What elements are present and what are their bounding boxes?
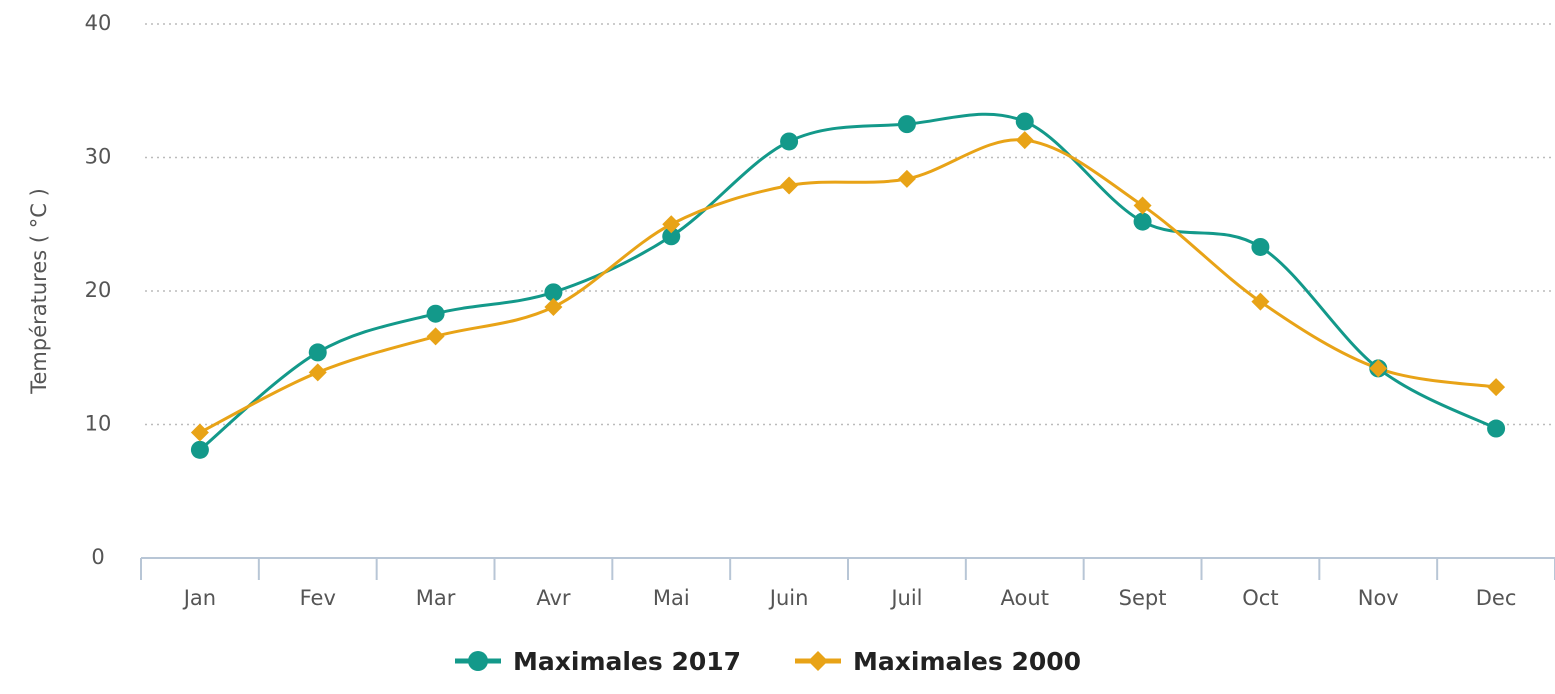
x-tick-label: Avr [536, 586, 571, 610]
marker [780, 176, 799, 195]
legend-marker [468, 651, 488, 671]
y-tick-label: 40 [85, 11, 112, 35]
marker [1133, 212, 1152, 231]
marker [1487, 378, 1506, 397]
legend-label: Maximales 2000 [853, 647, 1081, 676]
x-tick-label: Dec [1476, 586, 1517, 610]
marker [308, 363, 327, 382]
x-tick-label: Nov [1358, 586, 1399, 610]
x-tick-label: Sept [1119, 586, 1167, 610]
marker [308, 343, 327, 362]
x-tick-label: Juin [768, 586, 809, 610]
line [198, 112, 1497, 452]
y-tick-label: 10 [85, 412, 112, 436]
x-tick-label: Mar [416, 586, 456, 610]
marker [1251, 237, 1270, 256]
x-tick-label: Mai [653, 586, 690, 610]
legend-marker [808, 651, 828, 671]
marker [426, 327, 445, 346]
marker [1015, 131, 1034, 150]
marker [1369, 359, 1388, 378]
marker [662, 227, 681, 246]
marker [897, 169, 916, 188]
x-tick-label: Jan [182, 586, 216, 610]
marker [426, 304, 445, 323]
x-tick-label: Juil [889, 586, 922, 610]
marker [1251, 292, 1270, 311]
x-tick-label: Oct [1242, 586, 1278, 610]
legend-label: Maximales 2017 [513, 647, 741, 676]
x-tick-label: Fev [300, 586, 336, 610]
marker [1487, 419, 1506, 438]
marker [1015, 112, 1034, 131]
x-tick-label: Aout [1001, 586, 1049, 610]
marker [190, 423, 209, 442]
marker [544, 283, 563, 302]
y-tick-label: 30 [85, 145, 112, 169]
marker [544, 298, 563, 317]
marker [662, 215, 681, 234]
y-tick-label: 0 [91, 545, 104, 569]
marker [897, 115, 916, 134]
y-axis-label: Températures ( °C ) [27, 188, 51, 395]
marker [1133, 196, 1152, 215]
marker [780, 132, 799, 151]
marker [190, 440, 209, 459]
y-tick-label: 20 [85, 278, 112, 302]
